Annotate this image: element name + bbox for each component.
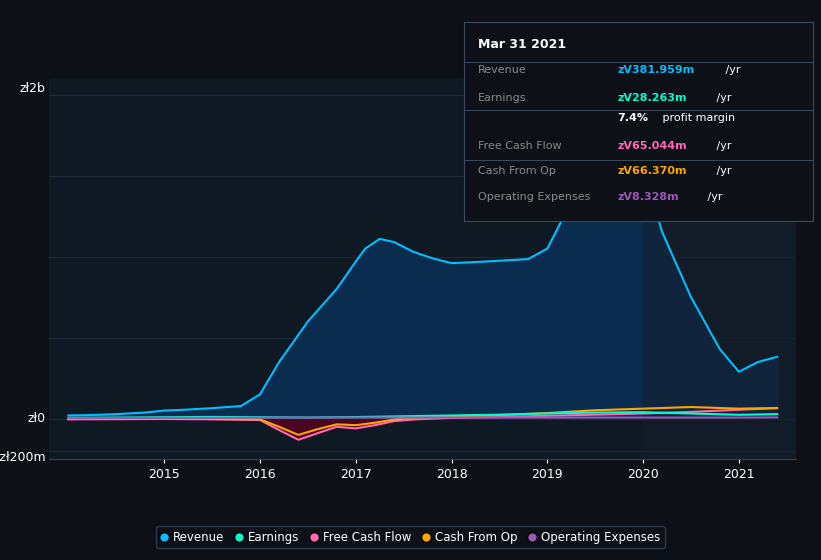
Text: zᐯ381.959m: zᐯ381.959m (617, 65, 695, 75)
Text: /yr: /yr (704, 192, 722, 202)
Text: Cash From Op: Cash From Op (478, 166, 556, 176)
Text: /yr: /yr (713, 93, 732, 103)
Text: -zł200m: -zł200m (0, 451, 45, 464)
Text: Operating Expenses: Operating Expenses (478, 192, 590, 202)
Text: zᐯ65.044m: zᐯ65.044m (617, 141, 687, 151)
Text: 7.4%: 7.4% (617, 113, 649, 123)
Legend: Revenue, Earnings, Free Cash Flow, Cash From Op, Operating Expenses: Revenue, Earnings, Free Cash Flow, Cash … (156, 526, 665, 548)
Bar (643, 78, 796, 459)
Text: /yr: /yr (713, 166, 732, 176)
Text: zᐯ8.328m: zᐯ8.328m (617, 192, 679, 202)
Text: zł2b: zł2b (20, 82, 45, 95)
Text: zł0: zł0 (27, 412, 45, 425)
Text: zᐯ66.370m: zᐯ66.370m (617, 166, 687, 176)
Text: Mar 31 2021: Mar 31 2021 (478, 38, 566, 52)
Text: zᐯ28.263m: zᐯ28.263m (617, 93, 687, 103)
Text: Revenue: Revenue (478, 65, 526, 75)
Text: /yr: /yr (713, 141, 732, 151)
Text: /yr: /yr (722, 65, 741, 75)
Text: Earnings: Earnings (478, 93, 526, 103)
Text: Free Cash Flow: Free Cash Flow (478, 141, 562, 151)
Text: profit margin: profit margin (659, 113, 736, 123)
